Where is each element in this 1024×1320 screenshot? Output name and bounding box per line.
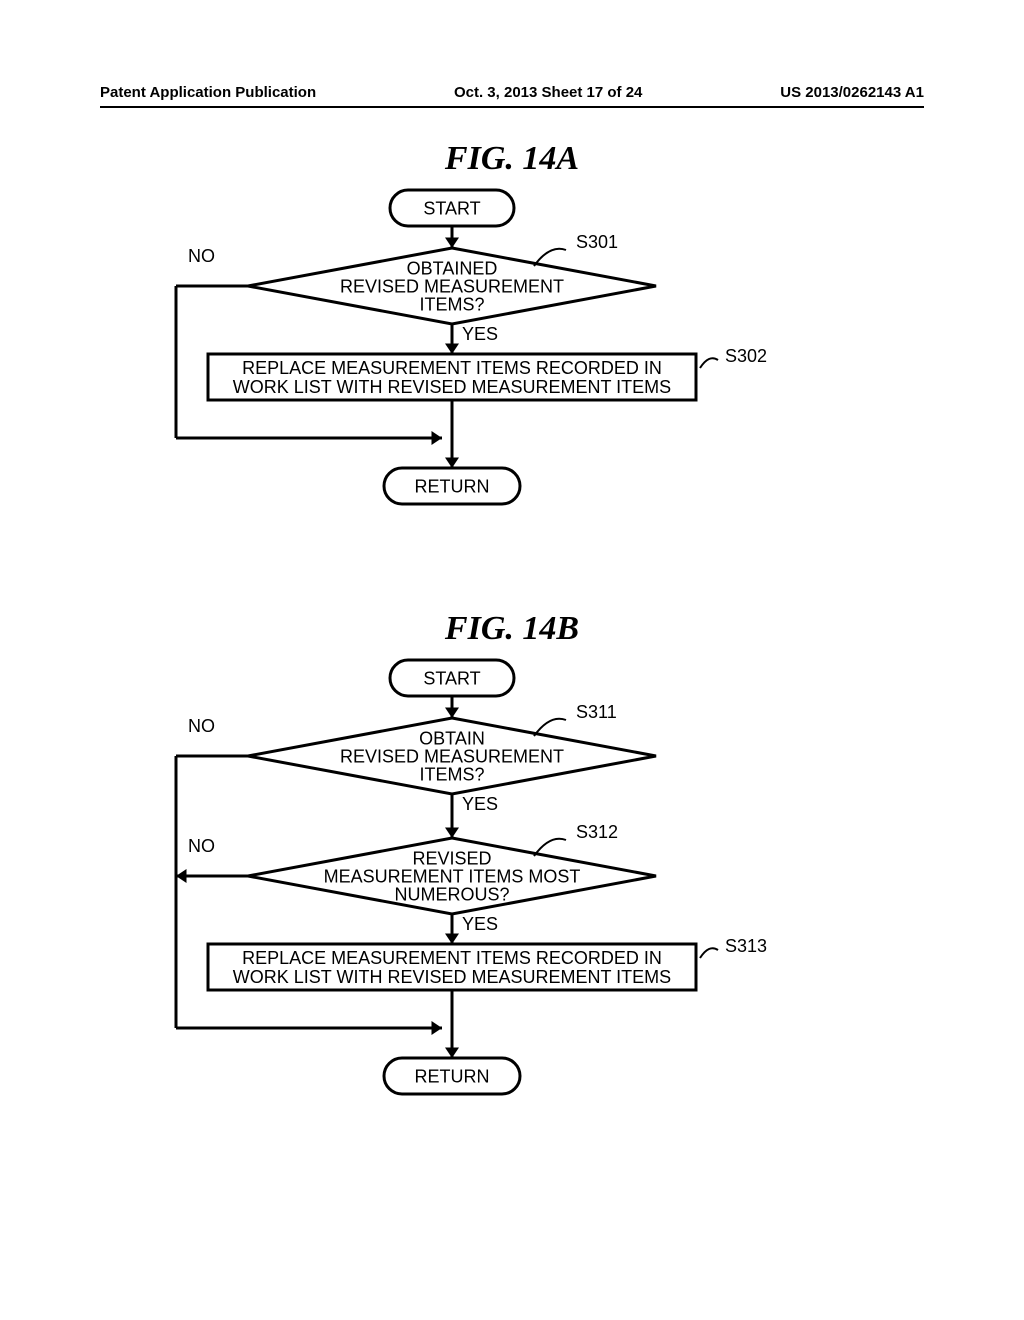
svg-text:NO: NO (188, 716, 215, 736)
figure-14a-title: FIG. 14A (0, 140, 1024, 178)
svg-text:S313: S313 (725, 936, 767, 956)
svg-text:YES: YES (462, 914, 498, 934)
svg-text:S311: S311 (576, 702, 617, 722)
header-rule (100, 106, 924, 108)
svg-text:ITEMS?: ITEMS? (419, 764, 484, 784)
svg-text:START: START (423, 668, 480, 688)
svg-text:OBTAINED: OBTAINED (407, 258, 498, 278)
svg-text:S312: S312 (576, 822, 618, 842)
svg-text:S301: S301 (576, 232, 618, 252)
svg-text:RETURN: RETURN (415, 1066, 490, 1086)
figure-14b-diagram: START OBTAINREVISED MEASUREMENTITEMS? S311… (0, 660, 1024, 1225)
page-header: Patent Application Publication Oct. 3, 2… (0, 84, 1024, 101)
svg-text:ITEMS?: ITEMS? (419, 294, 484, 314)
header-left: Patent Application Publication (100, 84, 316, 101)
figure-14a-diagram: START OBTAINEDREVISED MEASUREMENTITEMS? S3… (0, 190, 1024, 545)
svg-text:YES: YES (462, 794, 498, 814)
svg-text:REPLACE MEASUREMENT ITEMS RECO: REPLACE MEASUREMENT ITEMS RECORDED IN (242, 948, 662, 968)
svg-text:REPLACE MEASUREMENT ITEMS RECO: REPLACE MEASUREMENT ITEMS RECORDED IN (242, 358, 662, 378)
flowchart-14b: START OBTAINREVISED MEASUREMENTITEMS? S311… (0, 660, 1024, 1220)
svg-text:S302: S302 (725, 346, 767, 366)
header-right: US 2013/0262143 A1 (780, 84, 924, 101)
svg-text:NUMEROUS?: NUMEROUS? (394, 884, 509, 904)
svg-text:NO: NO (188, 836, 215, 856)
svg-text:REVISED: REVISED (412, 848, 491, 868)
figure-14b-title: FIG. 14B (0, 610, 1024, 648)
flowchart-14a: START OBTAINEDREVISED MEASUREMENTITEMS? S3… (0, 190, 1024, 540)
svg-text:REVISED MEASUREMENT: REVISED MEASUREMENT (340, 746, 564, 766)
svg-text:REVISED MEASUREMENT: REVISED MEASUREMENT (340, 276, 564, 296)
svg-text:NO: NO (188, 246, 215, 266)
svg-text:YES: YES (462, 324, 498, 344)
svg-text:WORK LIST WITH REVISED MEASURE: WORK LIST WITH REVISED MEASUREMENT ITEMS (233, 967, 671, 987)
svg-text:WORK LIST WITH REVISED MEASURE: WORK LIST WITH REVISED MEASUREMENT ITEMS (233, 377, 671, 397)
svg-text:OBTAIN: OBTAIN (419, 728, 485, 748)
svg-text:MEASUREMENT ITEMS MOST: MEASUREMENT ITEMS MOST (324, 866, 581, 886)
svg-text:RETURN: RETURN (415, 476, 490, 496)
svg-text:START: START (423, 198, 480, 218)
header-center: Oct. 3, 2013 Sheet 17 of 24 (454, 84, 642, 101)
